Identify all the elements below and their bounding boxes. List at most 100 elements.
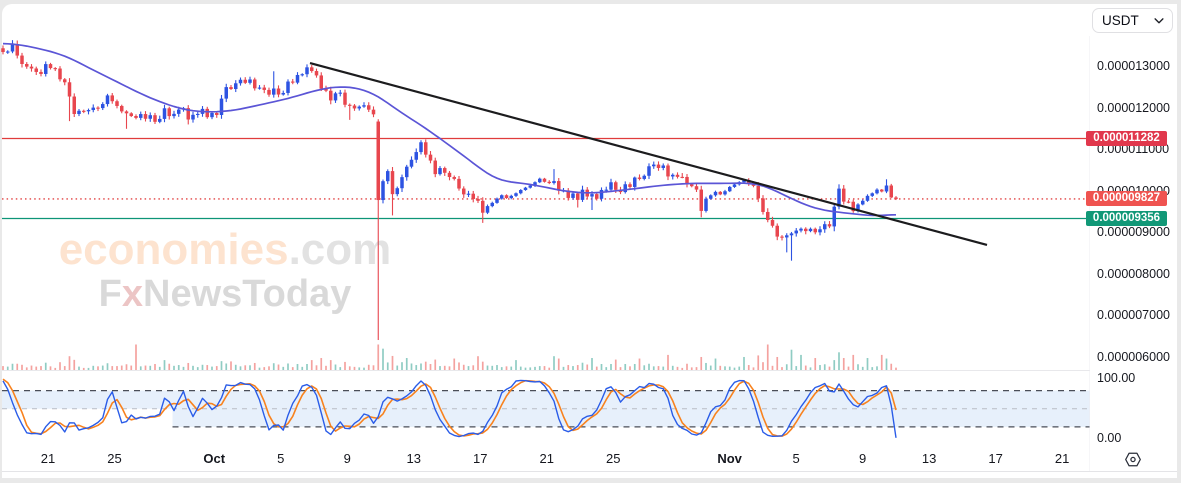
- volume-bar: [144, 365, 147, 371]
- volume-bar: [92, 365, 95, 371]
- candle-body: [124, 111, 129, 114]
- date-axis-label: Oct: [203, 451, 226, 466]
- volume-bar: [49, 366, 52, 371]
- volume-bar: [491, 365, 494, 371]
- volume-bar: [695, 367, 698, 371]
- volume-bar: [795, 366, 798, 371]
- candle-body: [870, 193, 874, 196]
- date-axis-label: 21: [40, 451, 56, 466]
- candle-body: [314, 71, 319, 76]
- candle-body: [419, 142, 423, 153]
- volume-bar: [633, 364, 636, 371]
- volume-bar: [477, 356, 479, 371]
- candle-body: [476, 198, 480, 201]
- candle-wick: [591, 191, 593, 211]
- volume-bar: [743, 356, 745, 371]
- candle-body: [53, 68, 57, 70]
- volume-bar: [401, 362, 403, 371]
- candle-body: [462, 188, 466, 195]
- volume-bar: [828, 366, 831, 371]
- volume-bar: [410, 363, 413, 371]
- volume-bar: [614, 359, 617, 371]
- volume-bar: [586, 364, 589, 371]
- candle-body: [219, 98, 224, 115]
- volume-bar: [842, 358, 845, 371]
- volume-bar: [453, 358, 456, 371]
- volume-bar: [724, 366, 726, 371]
- volume-bar: [301, 366, 304, 371]
- candle-body: [319, 75, 323, 89]
- candle-body: [91, 107, 95, 111]
- volume-bar: [738, 366, 741, 371]
- candle-wick: [87, 108, 90, 115]
- candle-body: [808, 228, 813, 232]
- volume-bar: [733, 367, 736, 371]
- candle-body: [433, 160, 437, 175]
- volume-bar: [524, 367, 527, 371]
- candle-body: [728, 186, 732, 192]
- candle-body: [884, 185, 889, 192]
- candle-body: [96, 107, 100, 109]
- price-badge: 0.000011282: [1086, 130, 1167, 146]
- candle-body: [481, 200, 485, 213]
- price-axis-label: 0.000008000: [1097, 266, 1170, 281]
- candle-body: [471, 193, 475, 199]
- volume-bar: [244, 365, 247, 371]
- volume-bar: [234, 364, 237, 371]
- candle-body: [400, 177, 404, 189]
- volume-bar: [54, 367, 57, 371]
- candle-body: [424, 142, 428, 155]
- volume-bar: [705, 362, 707, 371]
- volume-bar: [6, 366, 9, 371]
- date-axis-label: 5: [792, 451, 800, 466]
- candle-body: [656, 164, 661, 168]
- volume-bar: [557, 358, 560, 371]
- volume-bar: [201, 364, 204, 371]
- candle-body: [671, 174, 675, 177]
- candle-body: [443, 168, 447, 173]
- horizontal-price-lines[interactable]: [2, 137, 1090, 220]
- quote-currency-dropdown[interactable]: USDT: [1092, 8, 1173, 33]
- candle-body: [713, 191, 718, 196]
- volume-bar: [310, 360, 313, 371]
- volume-bar: [681, 367, 684, 371]
- candle-body: [229, 87, 233, 90]
- volume-bar: [282, 366, 285, 371]
- candle-body: [799, 228, 803, 231]
- price-axis[interactable]: 0.0000130000.0000120000.0000110000.00001…: [1086, 4, 1177, 472]
- volume-bar: [116, 366, 118, 371]
- candle-body: [770, 220, 775, 226]
- date-axis[interactable]: 21 25 Oct 5 9 13 17 21 25 Nov 5 9 13 17 21: [0, 446, 1090, 472]
- candle-body: [276, 88, 281, 95]
- volume-bar: [857, 364, 859, 371]
- candle-body: [405, 166, 409, 178]
- candle-body: [362, 105, 366, 107]
- volume-bar: [258, 367, 261, 371]
- candle-body: [148, 115, 152, 119]
- volume-bar: [382, 348, 384, 371]
- volume-bar: [496, 365, 498, 371]
- volume-bar: [239, 366, 242, 371]
- candle-body: [367, 105, 371, 110]
- volume-bar: [372, 365, 375, 371]
- candle-body: [110, 95, 114, 102]
- volume-bar: [690, 367, 693, 371]
- candle-body: [865, 195, 870, 201]
- candle-body: [409, 159, 414, 167]
- candle-body: [162, 108, 167, 119]
- volume-bar: [287, 363, 289, 371]
- candle-body: [452, 177, 456, 179]
- trendline[interactable]: [309, 61, 988, 247]
- candle-body: [590, 194, 594, 197]
- candle-body: [248, 79, 252, 83]
- candle-body: [15, 44, 19, 56]
- settings-icon[interactable]: [1124, 451, 1142, 468]
- candle-wick: [349, 103, 351, 120]
- volume-bar: [230, 361, 232, 371]
- price-axis-label: 0.000007000: [1097, 308, 1170, 323]
- candle-body: [357, 106, 361, 109]
- volume-bar: [367, 364, 370, 371]
- candle-body: [552, 181, 556, 184]
- volume-bar: [306, 364, 308, 371]
